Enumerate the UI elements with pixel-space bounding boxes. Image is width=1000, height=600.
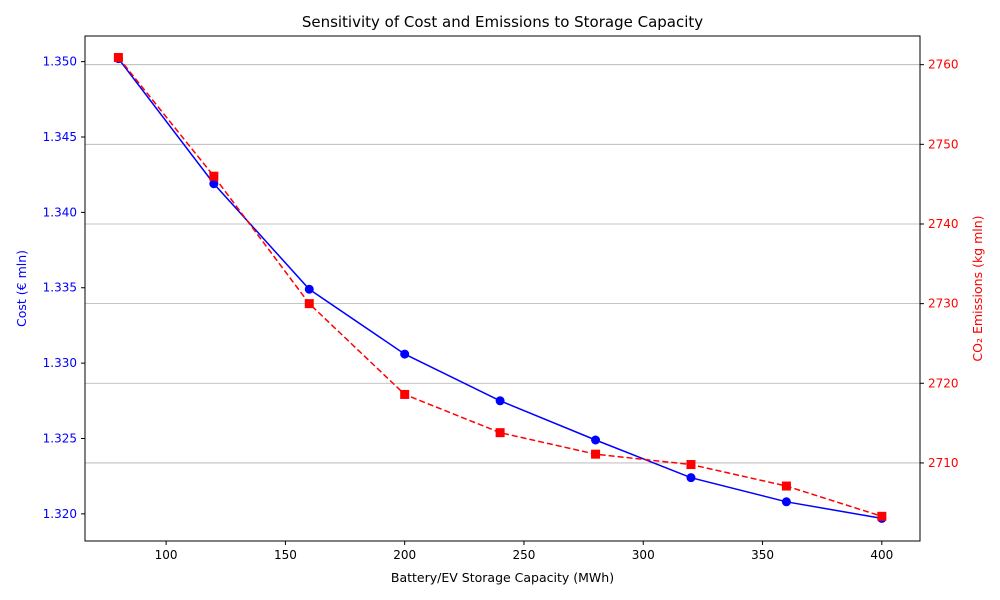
- cost-data-point: [304, 284, 314, 294]
- cost-data-point: [591, 435, 601, 445]
- x-tick-label: 150: [274, 548, 297, 562]
- left-y-axis: 1.320 1.325 1.330 1.335 1.340 1.345 1.350: [43, 55, 85, 521]
- plot-frame: [84, 35, 921, 542]
- cost-data-point: [209, 179, 219, 189]
- emissions-data-point: [877, 511, 887, 521]
- x-tick-label: 350: [751, 548, 774, 562]
- right-y-tick-label: 2760: [928, 58, 959, 72]
- left-y-tick-label: 1.340: [43, 205, 77, 219]
- right-y-tick-label: 2720: [928, 376, 959, 390]
- x-axis: 100 150 200 250 300 350 400: [155, 541, 893, 562]
- cost-series-line: [117, 58, 882, 520]
- chart-title: Sensitivity of Cost and Emissions to Sto…: [302, 13, 703, 31]
- cost-data-point: [781, 497, 791, 507]
- right-y-tick-label: 2740: [928, 217, 959, 231]
- left-y-tick-label: 1.335: [43, 281, 77, 295]
- right-y-tick-label: 2750: [928, 137, 959, 151]
- left-y-tick-label: 1.320: [43, 507, 77, 521]
- cost-data-point: [400, 349, 410, 359]
- right-y-tick-label: 2730: [928, 297, 959, 311]
- gridlines: [85, 64, 920, 464]
- left-y-tick-label: 1.350: [43, 55, 77, 69]
- x-tick-label: 200: [393, 548, 416, 562]
- cost-data-point: [686, 473, 696, 483]
- left-y-axis-label: Cost (€ mln): [14, 250, 29, 327]
- x-tick-label: 300: [632, 548, 655, 562]
- emissions-data-point: [304, 299, 314, 309]
- emissions-data-point: [591, 449, 601, 459]
- cost-data-point: [495, 396, 505, 406]
- x-tick-label: 400: [870, 548, 893, 562]
- emissions-series-line: [117, 57, 883, 518]
- left-y-tick-label: 1.330: [43, 356, 77, 370]
- emissions-data-point: [113, 53, 123, 63]
- x-tick-label: 100: [155, 548, 178, 562]
- right-y-tick-label: 2710: [928, 456, 959, 470]
- x-axis-label: Battery/EV Storage Capacity (MWh): [391, 570, 614, 585]
- series-layer: [113, 53, 887, 523]
- right-y-axis-label: CO₂ Emissions (kg mln): [970, 215, 985, 361]
- emissions-data-point: [686, 460, 696, 470]
- left-y-tick-label: 1.345: [43, 130, 77, 144]
- left-y-tick-label: 1.325: [43, 431, 77, 445]
- emissions-data-point: [781, 481, 791, 491]
- emissions-data-point: [495, 428, 505, 438]
- x-tick-label: 250: [513, 548, 536, 562]
- right-y-axis: 2710 2720 2730 2740 2750 2760: [920, 58, 959, 470]
- emissions-data-point: [400, 389, 410, 399]
- emissions-data-point: [209, 171, 219, 181]
